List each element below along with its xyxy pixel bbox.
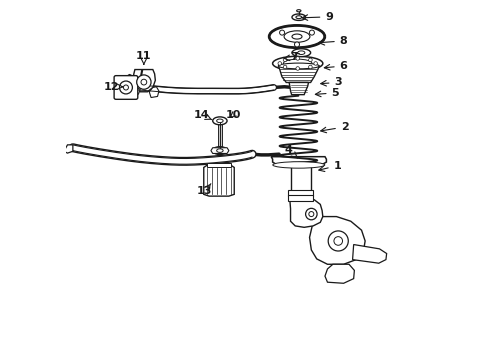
Text: 13: 13 [197,184,213,197]
Ellipse shape [217,149,223,152]
Polygon shape [204,165,234,196]
Ellipse shape [213,117,227,125]
Circle shape [334,237,343,245]
Polygon shape [211,148,229,153]
Text: 1: 1 [319,161,342,171]
Circle shape [296,67,299,70]
Circle shape [306,208,317,220]
Ellipse shape [292,49,311,57]
Polygon shape [149,87,159,98]
Polygon shape [310,217,365,264]
Ellipse shape [272,56,323,71]
Circle shape [328,231,348,251]
Circle shape [309,212,314,217]
Circle shape [294,42,299,47]
Polygon shape [353,244,387,263]
Circle shape [314,62,318,65]
Polygon shape [290,200,323,227]
Text: 8: 8 [319,36,347,46]
Text: 7: 7 [284,52,298,62]
Polygon shape [271,157,326,165]
Text: 4: 4 [285,145,297,158]
Polygon shape [133,69,155,92]
Polygon shape [289,82,309,95]
Text: 5: 5 [316,88,339,98]
Text: 6: 6 [324,61,347,71]
Bar [289,190,313,196]
Circle shape [137,75,151,89]
Circle shape [123,85,128,90]
Ellipse shape [283,59,312,68]
Ellipse shape [298,51,305,54]
Circle shape [309,58,312,62]
Polygon shape [64,145,73,153]
Text: 3: 3 [321,77,342,87]
Circle shape [278,62,282,65]
Circle shape [120,81,132,94]
Ellipse shape [213,147,227,154]
Ellipse shape [269,26,325,48]
Circle shape [280,30,285,35]
Polygon shape [325,264,354,283]
Bar [207,163,231,167]
Ellipse shape [217,119,223,123]
Circle shape [283,58,287,62]
Text: 10: 10 [226,110,241,120]
Circle shape [296,57,299,60]
FancyBboxPatch shape [114,76,138,99]
Text: 14: 14 [194,110,212,120]
Text: 11: 11 [136,51,151,64]
Ellipse shape [292,34,302,39]
Circle shape [309,65,312,69]
Polygon shape [126,87,140,98]
Ellipse shape [296,10,301,12]
Bar [291,162,311,201]
Ellipse shape [284,31,310,42]
Ellipse shape [273,162,325,168]
Circle shape [141,79,147,85]
Text: 2: 2 [320,122,348,133]
Circle shape [283,65,287,69]
Ellipse shape [278,63,319,69]
Circle shape [309,30,315,35]
Text: 12: 12 [104,82,122,92]
Bar [289,195,313,201]
Polygon shape [278,66,319,82]
Text: 9: 9 [302,12,333,22]
